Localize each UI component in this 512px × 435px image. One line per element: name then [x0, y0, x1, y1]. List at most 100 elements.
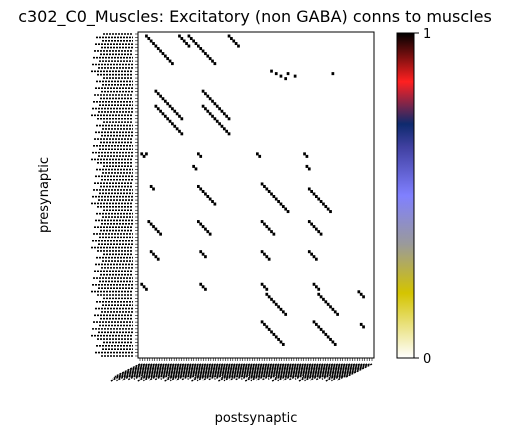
heatmap-cell [272, 332, 276, 336]
heatmap-cell [362, 295, 365, 299]
heatmap-cell [319, 232, 323, 236]
x-tick-label-glyphs [190, 363, 226, 382]
heatmap-cell [272, 232, 276, 236]
heatmap-cell [324, 300, 328, 304]
heatmap-cell [152, 252, 155, 256]
heatmap-cell [178, 34, 181, 38]
x-tick-label-glyphs [195, 363, 221, 378]
x-tick-label-glyphs [114, 363, 141, 378]
heatmap-cell [173, 124, 177, 128]
heatmap-cell [277, 337, 280, 341]
heatmap-cell [265, 255, 269, 259]
heatmap-cell [201, 49, 205, 53]
heatmap-cell [260, 220, 264, 224]
x-tick-label-glyphs [344, 363, 373, 379]
heatmap-cell [156, 107, 160, 111]
heatmap-cell [331, 72, 335, 76]
x-tick-label-glyphs [217, 363, 253, 382]
heatmap-cell [166, 57, 170, 61]
x-tick-label-glyphs [133, 363, 165, 380]
x-tick-label-glyphs [258, 363, 287, 379]
heatmap-cell [159, 49, 162, 53]
x-tick-label-glyphs [112, 363, 143, 380]
heatmap-cell [317, 197, 321, 201]
heatmap-cell [322, 202, 325, 206]
x-tick-label-glyphs [141, 363, 168, 378]
x-tick-label-glyphs [219, 363, 251, 380]
x-tick-label-glyphs [116, 363, 151, 382]
x-tick-label-glyphs [139, 363, 170, 380]
x-tick-label-glyphs [267, 363, 300, 380]
heatmap-cell [173, 109, 177, 113]
heatmap-cell [156, 92, 160, 96]
heatmap-cell [197, 184, 200, 188]
heatmap-cell [213, 62, 217, 66]
x-tick-label-glyphs [321, 363, 353, 380]
heatmap-cell [265, 187, 269, 191]
x-tick-label-glyphs [145, 363, 175, 380]
x-tick-label-glyphs [243, 363, 270, 378]
heatmap-cell [322, 297, 325, 301]
x-tick-label-glyphs [121, 363, 155, 381]
heatmap-cell [168, 59, 172, 63]
x-tick-label-glyphs [285, 363, 314, 379]
heatmap-cell [333, 342, 337, 346]
x-tick-label-glyphs [304, 363, 339, 382]
heatmap-cell [142, 154, 146, 158]
heatmap-cell [175, 112, 179, 116]
x-tick-label-glyphs [264, 363, 292, 379]
heatmap-cell [208, 232, 212, 236]
heatmap-cell [199, 222, 203, 226]
heatmap-cell [152, 225, 155, 229]
heatmap-cell [234, 42, 238, 46]
heatmap-cell [194, 167, 198, 171]
heatmap-cell [359, 292, 363, 296]
heatmap-cell [326, 207, 330, 211]
heatmap-cell [208, 197, 212, 201]
heatmap-cell [329, 305, 332, 309]
heatmap-cell [263, 252, 266, 256]
heatmap-cell [279, 340, 283, 344]
heatmap-cell [315, 322, 318, 326]
x-tick-label-glyphs [123, 363, 153, 379]
heatmap-cell [201, 104, 205, 108]
heatmap-cell [208, 112, 212, 116]
heatmap-cell [145, 34, 148, 38]
heatmap-cell [307, 167, 311, 171]
heatmap-cell [156, 257, 160, 261]
heatmap-cell [333, 310, 337, 314]
heatmap-cells [140, 34, 365, 346]
x-tick-label-glyphs [336, 363, 370, 381]
heatmap-cell [197, 152, 200, 156]
heatmap-cell [260, 320, 264, 324]
heatmap-cell [211, 200, 214, 204]
heatmap-cell [267, 227, 271, 231]
x-tick-label-glyphs [237, 363, 265, 379]
x-tick-label-glyphs [160, 363, 192, 380]
heatmap-cell [267, 327, 271, 331]
colorbar [396, 32, 415, 359]
heatmap-cell [154, 104, 158, 108]
x-tick-label-glyphs [325, 363, 361, 382]
x-tick-label-glyphs [246, 363, 278, 380]
heatmap-cell [272, 195, 276, 199]
heatmap-cell [329, 337, 332, 341]
heatmap-cell [279, 202, 283, 206]
heatmap-cell [324, 332, 328, 336]
x-tick-label-glyphs [331, 363, 365, 382]
heatmap-cell [154, 227, 158, 231]
heatmap-cell [315, 227, 318, 231]
x-tick-label-glyphs [148, 363, 182, 381]
x-tick-label-glyphs [240, 363, 273, 380]
heatmap-cell [263, 184, 266, 188]
heatmap-cell [324, 205, 328, 209]
heatmap-cell [199, 187, 203, 191]
x-tick-label-glyphs [298, 363, 334, 382]
heatmap-cell [319, 327, 323, 331]
heatmap-cell [201, 252, 205, 256]
x-tick-labels [110, 363, 373, 382]
x-tick-label-glyphs [143, 363, 177, 382]
x-tick-label-glyphs [309, 363, 344, 381]
heatmap-cell [171, 107, 174, 111]
x-tick-label-glyphs [189, 363, 217, 378]
